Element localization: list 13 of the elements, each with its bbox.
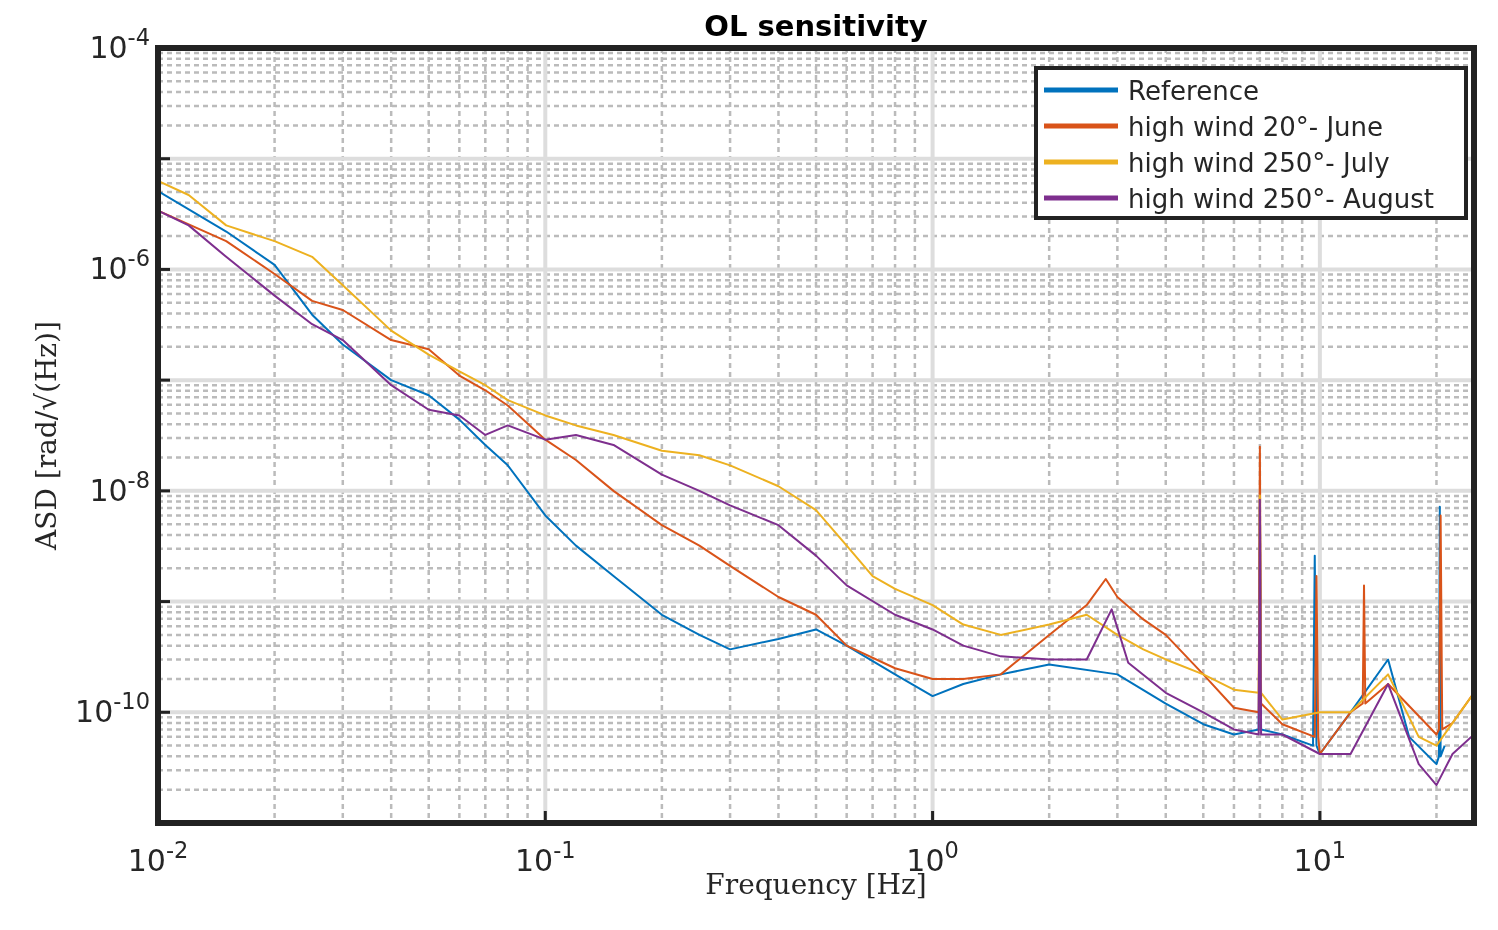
y-tick-label: 10$^{-4}$	[89, 24, 150, 65]
legend-label: high wind 250°- August	[1128, 184, 1434, 214]
y-tick-label: 10$^{-6}$	[89, 245, 150, 287]
legend-label: high wind 20°- June	[1128, 112, 1384, 142]
chart-title: OL sensitivity	[704, 9, 928, 43]
x-tick-label: 10$^{1}$	[1293, 837, 1347, 878]
x-tick-label: 10$^{-1}$	[514, 837, 576, 878]
y-tick-label: 10$^{-8}$	[89, 466, 150, 508]
y-tick-label: 10$^{-10}$	[75, 688, 150, 730]
y-axis-title: ASD [rad/√(Hz)]	[30, 321, 63, 551]
legend-label: high wind 250°- July	[1128, 148, 1390, 178]
legend-label: Reference	[1128, 76, 1259, 106]
x-tick-label: 10$^{-2}$	[127, 837, 189, 878]
